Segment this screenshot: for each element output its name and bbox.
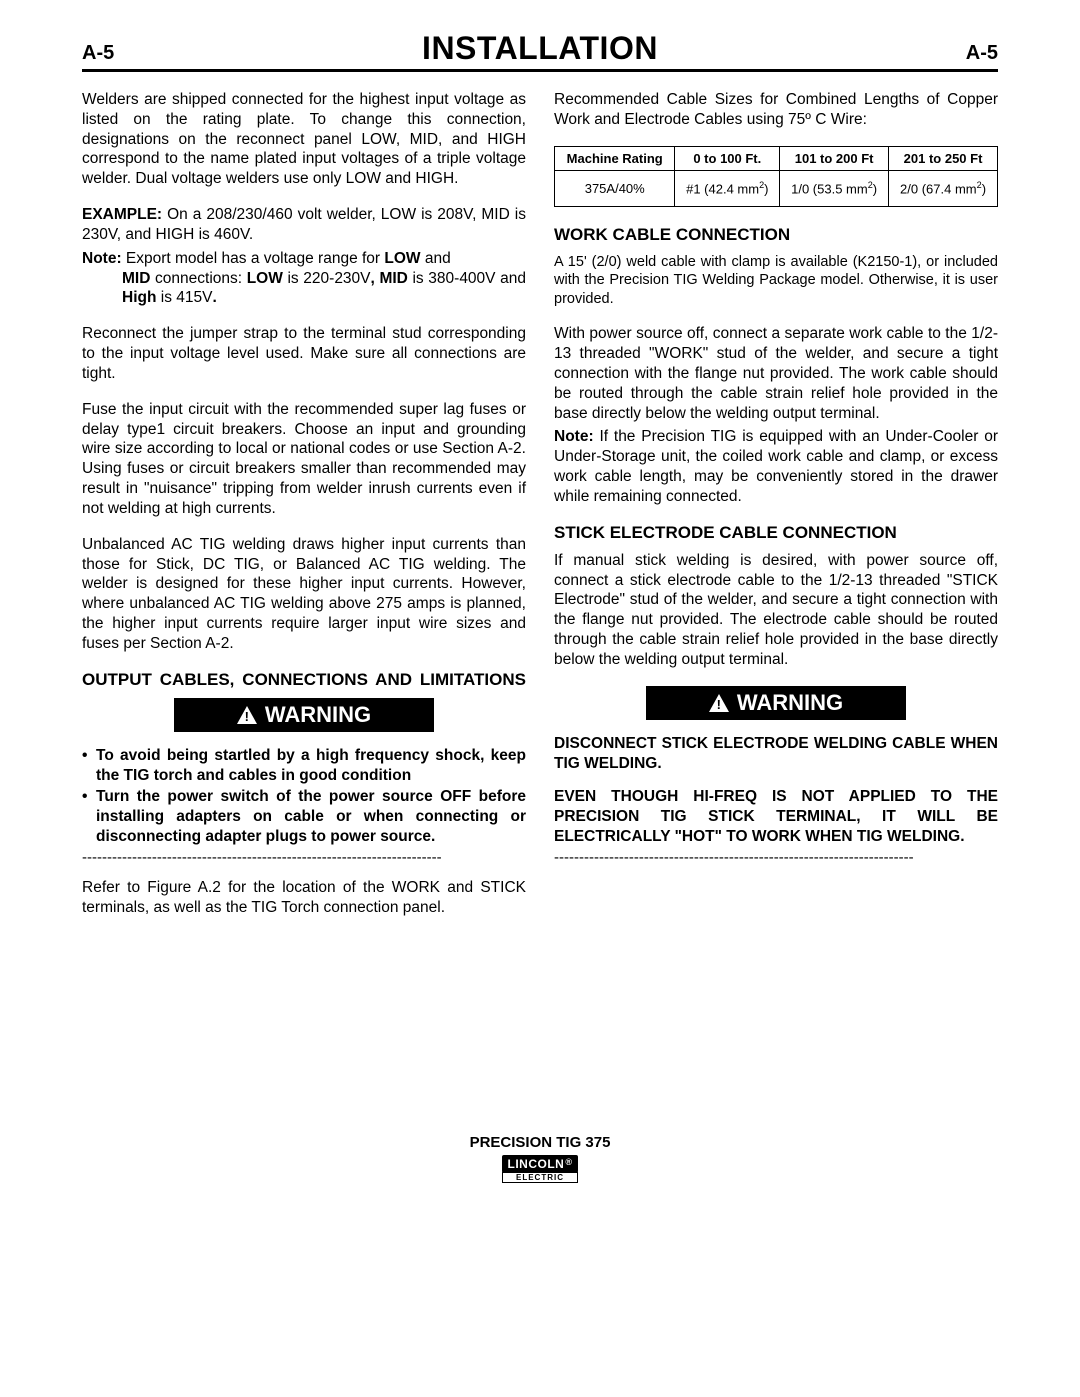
example-label: EXAMPLE: [82,206,162,223]
c1b: ) [764,181,768,196]
right-column: Recommended Cable Sizes for Combined Len… [554,90,998,934]
note-e: is 380-400V and [408,270,526,287]
para-cable-sizes: Recommended Cable Sizes for Combined Len… [554,90,998,130]
c1a: #1 (42.4 mm [686,181,759,196]
warning-icon [237,706,257,724]
warning-text: WARNING [737,690,843,716]
c2b: ) [873,181,877,196]
content-columns: Welders are shipped connected for the hi… [82,90,998,934]
warning-icon [709,694,729,712]
brand-text: LINCOLN [508,1157,565,1171]
note-f: is 415V [156,289,212,306]
c2a: 1/0 (53.5 mm [791,181,868,196]
note-a: Export model has a voltage range for [122,250,385,267]
note-d: is 220-230V [283,270,371,287]
logo-sub: ELECTRIC [502,1172,579,1183]
th-rating: Machine Rating [555,146,675,170]
para-work-cable-note: Note: If the Precision TIG is equipped w… [554,427,998,506]
heading-output-cables: OUTPUT CABLES, CONNECTIONS AND LIMITATIO… [82,670,526,690]
left-column: Welders are shipped connected for the hi… [82,90,526,934]
heading-work-cable: WORK CABLE CONNECTION [554,225,998,245]
note-mid: MID [122,270,150,287]
para-stick-connect: If manual stick welding is desired, with… [554,551,998,670]
note-low: LOW [384,250,420,267]
note-text-r: If the Precision TIG is equipped with an… [554,428,998,504]
para-unbalanced: Unbalanced AC TIG welding draws higher i… [82,535,526,654]
table-row: 375A/40% #1 (42.4 mm2) 1/0 (53.5 mm2) 2/… [555,170,998,206]
para-example: EXAMPLE: On a 208/230/460 volt welder, L… [82,205,526,245]
para-refer-figure: Refer to Figure A.2 for the location of … [82,878,526,918]
c3b: ) [982,181,986,196]
note-high: High [122,289,156,306]
para-welders-shipped: Welders are shipped connected for the hi… [82,90,526,189]
td-c1: #1 (42.4 mm2) [675,170,780,206]
heading-stick-cable: STICK ELECTRODE CABLE CONNECTION [554,523,998,543]
page-footer: PRECISION TIG 375 LINCOLN® ELECTRIC [82,1134,998,1185]
td-c2: 1/0 (53.5 mm2) [780,170,889,206]
table-header-row: Machine Rating 0 to 100 Ft. 101 to 200 F… [555,146,998,170]
para-note: Note: Export model has a voltage range f… [82,249,526,308]
cable-size-table: Machine Rating 0 to 100 Ft. 101 to 200 F… [554,146,998,207]
note-period: . [212,289,216,306]
page-code-right: A-5 [938,42,998,65]
note-mid2: , MID [371,270,408,287]
page-title: INSTALLATION [142,30,938,67]
note-label-r: Note: [554,428,594,445]
bullet-power-off: Turn the power switch of the power sourc… [82,787,526,846]
warning-bullets: To avoid being startled by a high freque… [82,746,526,847]
bullet-hf-shock: To avoid being startled by a high freque… [82,746,526,786]
registered-icon: ® [565,1157,572,1167]
note-low2: LOW [247,270,283,287]
note-b: and [421,250,451,267]
td-rating: 375A/40% [555,170,675,206]
warning-box-left: WARNING [174,698,434,732]
th-0-100: 0 to 100 Ft. [675,146,780,170]
para-reconnect: Reconnect the jumper strap to the termin… [82,324,526,383]
warning-box-right: WARNING [646,686,906,720]
para-fuse: Fuse the input circuit with the recommen… [82,400,526,519]
warning-text: WARNING [265,702,371,728]
page-header: A-5 INSTALLATION A-5 [82,30,998,72]
lincoln-logo: LINCOLN® ELECTRIC [502,1155,579,1183]
note-c: connections: [150,270,246,287]
th-201-250: 201 to 250 Ft [889,146,998,170]
para-disconnect-stick: DISCONNECT STICK ELECTRODE WELDING CABLE… [554,734,998,774]
para-hifreq-hot: EVEN THOUGH HI-FREQ IS NOT APPLIED TO TH… [554,787,998,846]
page-code-left: A-5 [82,42,142,65]
td-c3: 2/0 (67.4 mm2) [889,170,998,206]
dash-separator-right: ----------------------------------------… [554,849,998,866]
dash-separator-left: ----------------------------------------… [82,849,526,866]
para-work-cable-connect: With power source off, connect a separat… [554,324,998,423]
logo-brand: LINCOLN® [502,1155,579,1173]
c3a: 2/0 (67.4 mm [900,181,977,196]
th-101-200: 101 to 200 Ft [780,146,889,170]
footer-model: PRECISION TIG 375 [82,1134,998,1151]
note-label: Note: [82,250,122,267]
para-weld-cable-avail: A 15' (2/0) weld cable with clamp is ava… [554,253,998,309]
